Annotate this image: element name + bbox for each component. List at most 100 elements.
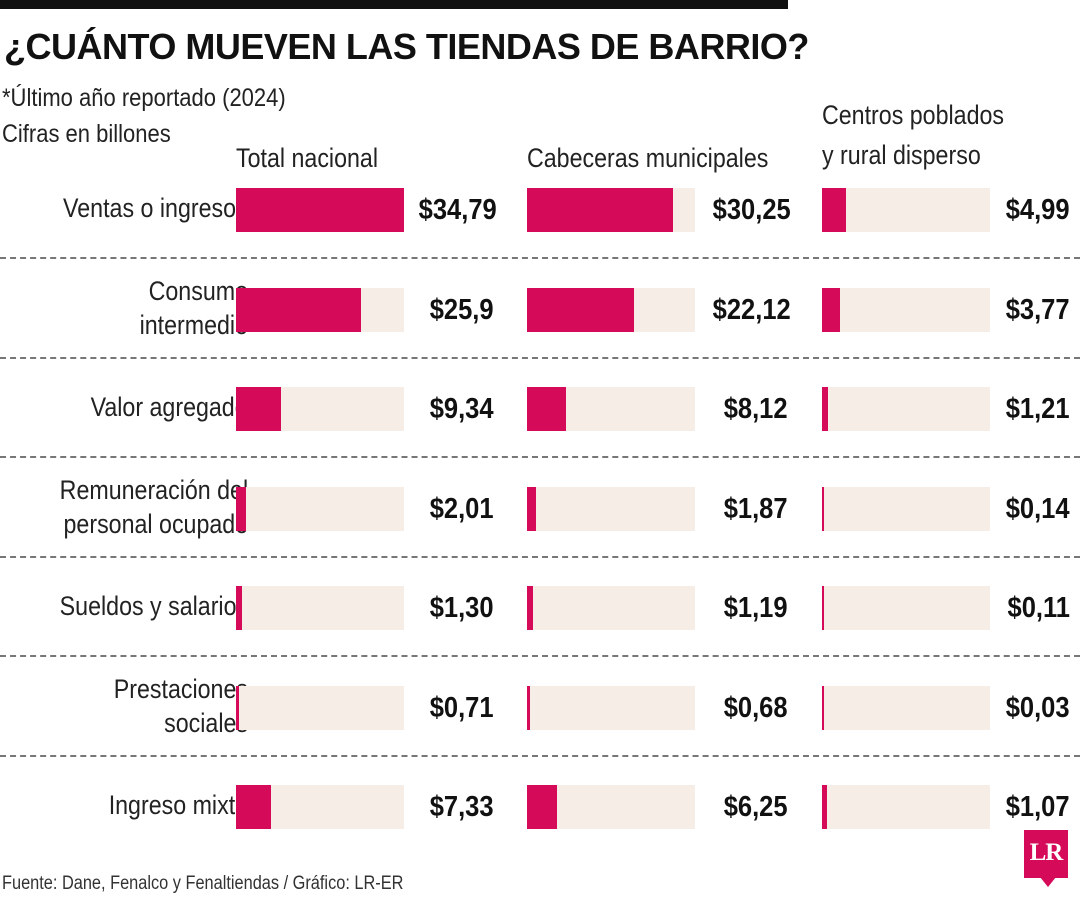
bar-track-total	[236, 785, 404, 829]
category-label-line: Prestaciones sociales	[113, 674, 249, 738]
bar-rural	[822, 288, 841, 332]
value-label-total: $2,01	[408, 487, 494, 531]
bar-track-total	[236, 586, 404, 630]
bar-rural	[822, 387, 828, 431]
category-label-text: Sueldos y salarios	[60, 589, 248, 623]
bar-rural	[822, 686, 824, 730]
value-label-text: $0,03	[1006, 692, 1070, 724]
column-header-rural-line-2: y rural disperso	[822, 140, 981, 170]
value-label-text: $7,33	[430, 791, 494, 823]
bar-track-total	[236, 487, 404, 531]
bar-track-cabeceras	[527, 188, 695, 232]
value-label-text: $1,07	[1006, 791, 1070, 823]
bar-track-cabeceras	[527, 288, 695, 332]
bar-track-cabeceras	[527, 785, 695, 829]
column-header-cabeceras-line: Cabeceras municipales	[527, 143, 769, 173]
bar-track-total	[236, 288, 404, 332]
value-label-text: $1,19	[724, 592, 788, 624]
value-label-cabeceras: $0,68	[702, 686, 788, 730]
value-label-text: $1,30	[430, 592, 494, 624]
value-label-text: $0,11	[1007, 592, 1070, 624]
value-label-text: $4,99	[1006, 194, 1070, 226]
category-label: Valor agregado	[0, 357, 248, 457]
value-label-cabeceras: $30,25	[702, 188, 791, 232]
bar-cabeceras	[527, 188, 674, 232]
category-label-text: Consumo intermedio	[35, 274, 248, 342]
value-label-cabeceras: $1,87	[702, 487, 788, 531]
row-divider	[0, 257, 1080, 259]
bar-track-rural	[822, 785, 990, 829]
bar-cabeceras	[527, 387, 567, 431]
bar-rural	[822, 487, 824, 531]
bar-rural	[822, 188, 847, 232]
bar-total	[236, 785, 272, 829]
value-label-cabeceras: $22,12	[702, 288, 791, 332]
bar-track-total	[236, 188, 404, 232]
bar-total	[236, 188, 404, 232]
value-label-total: $0,71	[408, 686, 494, 730]
row-divider	[0, 755, 1080, 757]
chart-title: ¿CUÁNTO MUEVEN LAS TIENDAS DE BARRIO?	[4, 26, 809, 67]
bar-cabeceras	[527, 785, 558, 829]
row-divider	[0, 456, 1080, 458]
category-label-line: Ingreso mixto	[108, 790, 248, 820]
category-label-text: Ventas o ingresos	[63, 191, 248, 225]
value-label-total: $1,30	[408, 586, 494, 630]
value-label-total: $25,9	[408, 288, 494, 332]
lr-logo-tail	[1040, 877, 1056, 887]
category-label-text: Remuneración del personal ocupado	[60, 473, 248, 541]
category-label-line: Sueldos y salarios	[59, 591, 248, 621]
top-rule	[0, 0, 788, 9]
value-label-total: $7,33	[408, 785, 494, 829]
chart-row: Ventas o ingresos $34,79 $30,25 $4,99	[0, 158, 1080, 258]
category-label-text: Valor agregado	[91, 390, 248, 424]
value-label-text: $8,12	[724, 393, 788, 425]
category-label-line: Valor agregado	[90, 392, 248, 422]
bar-total	[236, 487, 246, 531]
value-label-text: $9,34	[430, 393, 494, 425]
note-units: Cifras en billones	[2, 120, 171, 148]
value-label-text: $0,71	[430, 692, 494, 724]
bar-cabeceras	[527, 686, 531, 730]
value-label-text: $25,9	[430, 294, 494, 326]
chart-row: Ingreso mixto $7,33 $6,25 $1,07	[0, 755, 1080, 855]
bar-total	[236, 686, 240, 730]
value-label-rural: $1,21	[984, 387, 1070, 431]
bar-total	[236, 288, 362, 332]
category-label: Remuneración del personal ocupado	[0, 457, 248, 557]
bar-track-total	[236, 387, 404, 431]
column-header-rural-line-1: Centros poblados	[822, 100, 1005, 130]
bar-track-cabeceras	[527, 387, 695, 431]
column-header-cabeceras: Cabeceras municipales	[527, 138, 768, 178]
category-label-line: personal ocupado	[63, 509, 249, 539]
column-header-total-line: Total nacional	[236, 143, 379, 173]
category-label: Ingreso mixto	[0, 755, 248, 855]
bar-track-rural	[822, 288, 990, 332]
chart-row: Sueldos y salarios $1,30 $1,19 $0,11	[0, 556, 1080, 656]
category-label-text: Ingreso mixto	[109, 788, 248, 822]
bar-rural	[822, 785, 828, 829]
value-label-rural: $3,77	[984, 288, 1070, 332]
chart-row: Consumo intermedio $25,9 $22,12 $3,77	[0, 258, 1080, 358]
bar-track-cabeceras	[527, 487, 695, 531]
bar-track-rural	[822, 586, 990, 630]
value-label-cabeceras: $6,25	[702, 785, 788, 829]
bar-track-rural	[822, 387, 990, 431]
row-divider	[0, 655, 1080, 657]
value-label-text: $1,87	[724, 493, 788, 525]
category-label: Sueldos y salarios	[0, 556, 248, 656]
category-label-text: Prestaciones sociales	[35, 672, 248, 740]
bar-total	[236, 586, 243, 630]
value-label-text: $0,14	[1006, 493, 1070, 525]
value-label-text: $6,25	[724, 791, 788, 823]
bar-total	[236, 387, 282, 431]
category-label-line: Ventas o ingresos	[63, 193, 248, 223]
value-label-total: $34,79	[408, 188, 497, 232]
value-label-text: $34,79	[418, 194, 497, 226]
bar-cabeceras	[527, 288, 634, 332]
bar-track-cabeceras	[527, 586, 695, 630]
value-label-text: $2,01	[430, 493, 494, 525]
row-divider	[0, 556, 1080, 558]
bar-track-cabeceras	[527, 686, 695, 730]
note-year: *Último año reportado (2024)	[2, 84, 286, 112]
